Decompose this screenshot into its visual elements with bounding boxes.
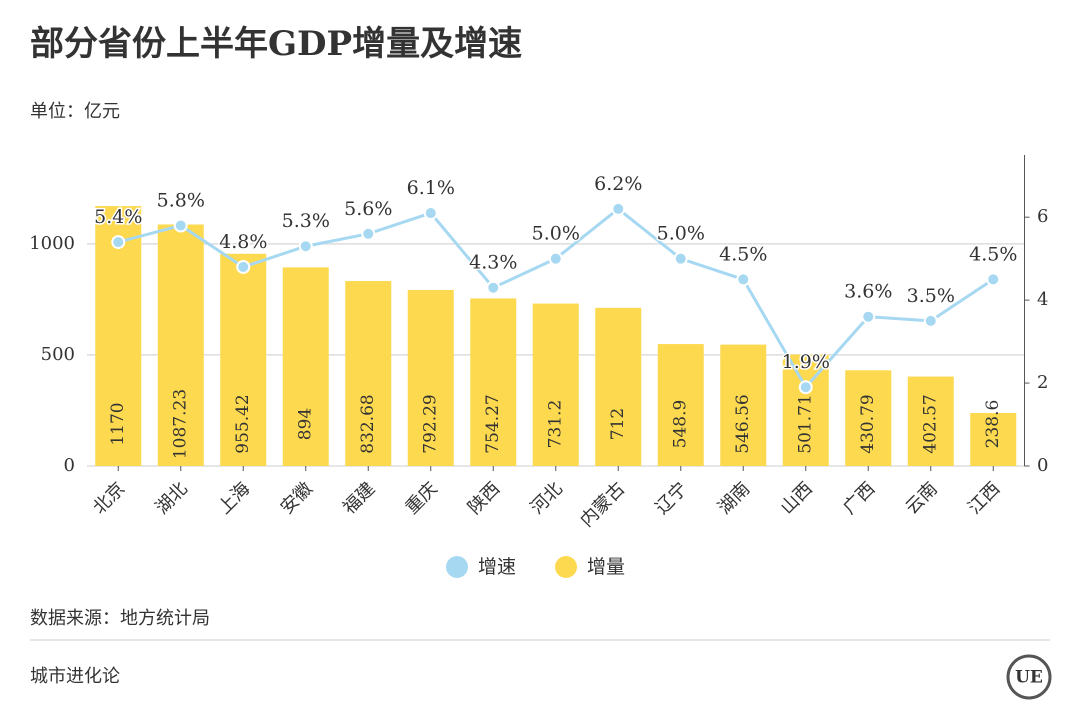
line-value-label: 1.9% — [782, 351, 830, 373]
subtitle: 单位：亿元 — [30, 101, 120, 122]
bar-value-label: 731.2 — [545, 400, 565, 449]
y-tick-label: 0 — [64, 455, 75, 476]
line-value-label: 5.0% — [532, 223, 580, 245]
x-tick-label: 福建 — [339, 478, 379, 518]
line-value-label: 6.1% — [407, 177, 455, 199]
x-tick-label: 北京 — [89, 478, 129, 518]
legend-swatch — [446, 556, 468, 578]
bar-value-label: 955.42 — [233, 394, 253, 453]
y2-tick-label: 2 — [1037, 372, 1048, 393]
line-point — [486, 280, 501, 295]
line-point — [923, 313, 938, 328]
line-value-label: 4.5% — [719, 243, 767, 265]
line-point — [423, 206, 438, 221]
line-value-label: 6.2% — [594, 173, 642, 195]
bar-value-label: 548.9 — [670, 400, 690, 449]
line-point — [361, 226, 376, 241]
bar-value-label: 501.71 — [795, 394, 815, 453]
x-tick-label: 江西 — [964, 478, 1004, 518]
bar-value-label: 894 — [295, 408, 315, 440]
bar — [845, 370, 892, 466]
source: 数据来源：地方统计局 — [30, 608, 210, 629]
y-tick-label: 1000 — [29, 233, 75, 254]
line-point — [798, 380, 813, 395]
x-tick-label: 山西 — [777, 478, 817, 518]
line-point — [611, 201, 626, 216]
line-point — [548, 251, 563, 266]
x-tick-label: 重庆 — [402, 478, 442, 518]
legend-label: 增量 — [587, 556, 625, 578]
x-tick-label: 内蒙古 — [576, 478, 629, 531]
bar — [532, 303, 579, 466]
x-tick-label: 湖南 — [714, 478, 754, 518]
y2-tick-label: 0 — [1037, 455, 1048, 476]
line-point — [236, 259, 251, 274]
y2-tick-label: 4 — [1037, 289, 1048, 310]
bar — [282, 267, 329, 466]
bar — [907, 376, 954, 466]
legend-label: 增速 — [478, 556, 516, 578]
line-value-label: 5.3% — [282, 210, 330, 232]
line-point — [986, 272, 1001, 287]
bar — [157, 224, 204, 466]
chart-title: 部分省份上半年GDP增量及增速 — [30, 24, 522, 64]
x-tick-label: 安徽 — [277, 478, 317, 518]
line-value-label: 3.5% — [907, 285, 955, 307]
footer: 城市进化论 — [30, 666, 120, 687]
line-point — [736, 272, 751, 287]
x-tick-label: 河北 — [527, 478, 567, 518]
bar-value-label: 402.57 — [920, 394, 940, 453]
line-value-label: 5.4% — [94, 206, 142, 228]
x-tick-label: 辽宁 — [652, 478, 692, 518]
line-value-label: 5.0% — [657, 223, 705, 245]
y2-tick-label: 6 — [1037, 206, 1048, 227]
line-value-label: 4.8% — [219, 231, 267, 253]
line-point — [298, 239, 313, 254]
bar-value-label: 430.79 — [858, 394, 878, 453]
bar — [595, 307, 642, 466]
line-point — [861, 309, 876, 324]
x-tick-label: 云南 — [902, 478, 942, 518]
bar — [407, 289, 454, 466]
bar-value-label: 832.68 — [358, 394, 378, 453]
bar-value-label: 792.29 — [420, 394, 440, 453]
bar — [657, 344, 704, 466]
bar-value-label: 754.27 — [483, 394, 503, 453]
line-value-label: 5.6% — [344, 198, 392, 220]
bar — [720, 344, 767, 466]
x-tick-label: 上海 — [214, 478, 254, 518]
x-tick-label: 陕西 — [464, 478, 504, 518]
bar — [782, 354, 829, 466]
bar-value-label: 712 — [608, 408, 628, 440]
line-point — [173, 218, 188, 233]
legend-swatch — [555, 556, 577, 578]
bar-value-label: 1087.23 — [170, 389, 190, 459]
bar — [220, 253, 267, 466]
line-value-label: 4.5% — [969, 243, 1017, 265]
line-value-label: 4.3% — [469, 252, 517, 274]
bar-value-label: 238.6 — [983, 400, 1003, 449]
line-value-label: 5.8% — [157, 189, 205, 211]
line-point — [111, 235, 126, 250]
bar-value-label: 546.56 — [733, 394, 753, 453]
y-tick-label: 500 — [41, 344, 75, 365]
line-value-label: 3.6% — [844, 281, 892, 303]
bar — [470, 298, 517, 466]
line-point — [673, 251, 688, 266]
x-tick-label: 湖北 — [152, 478, 192, 518]
logo: UE — [1015, 668, 1043, 688]
bar — [970, 412, 1017, 466]
logo-circle — [1006, 654, 1052, 700]
bar — [95, 206, 142, 467]
bar-value-label: 1170 — [108, 402, 128, 445]
bar — [345, 281, 392, 466]
x-tick-label: 广西 — [839, 478, 879, 518]
